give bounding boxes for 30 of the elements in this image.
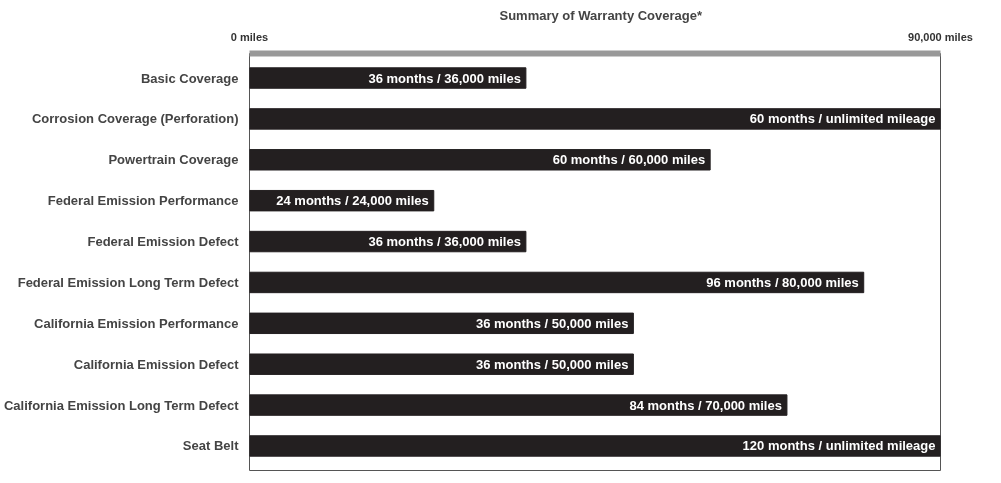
y-tick-label: Federal Emission Performance — [47, 193, 239, 209]
y-tick-label: California Emission Defect — [73, 356, 240, 372]
y-tick-label: Federal Emission Long Term Defect — [17, 274, 240, 290]
y-tick-label: Basic Coverage — [140, 70, 239, 86]
y-tick-label: Corrosion Coverage (Perforation) — [31, 111, 239, 127]
data-label: 36 months / 50,000 miles — [475, 315, 629, 331]
bar — [249, 394, 788, 416]
y-tick-label: California Emission Performance — [34, 315, 239, 331]
data-label: 36 months / 50,000 miles — [475, 356, 629, 372]
data-label: 96 months / 80,000 miles — [706, 274, 859, 290]
bar — [249, 353, 634, 375]
data-label: 24 months / 24,000 miles — [276, 193, 429, 209]
x-tick-label: 0 miles — [230, 30, 269, 43]
annotation: 120 months / unlimited mileage — [742, 438, 936, 454]
data-label: 60 months / 60,000 miles — [552, 152, 706, 168]
data-label: 84 months / 70,000 miles — [629, 397, 782, 413]
y-tick-label: Federal Emission Defect — [87, 234, 240, 250]
y-tick-label: Powertrain Coverage — [108, 152, 239, 168]
bar — [249, 149, 711, 171]
data-label: 36 months / 36,000 miles — [368, 70, 521, 86]
bar — [249, 108, 941, 130]
annotation: 60 months / unlimited mileage — [749, 111, 936, 127]
y-tick-label: Seat Belt — [182, 438, 240, 454]
bar — [249, 271, 865, 294]
bar — [249, 312, 634, 335]
chart-title: Summary of Warranty Coverage* — [499, 7, 703, 23]
x-tick-label: 90,000 miles — [908, 30, 973, 43]
bar — [249, 435, 941, 457]
y-tick-label: California Emission Long Term Defect — [3, 397, 240, 413]
data-label: 36 months / 36,000 miles — [368, 234, 521, 250]
